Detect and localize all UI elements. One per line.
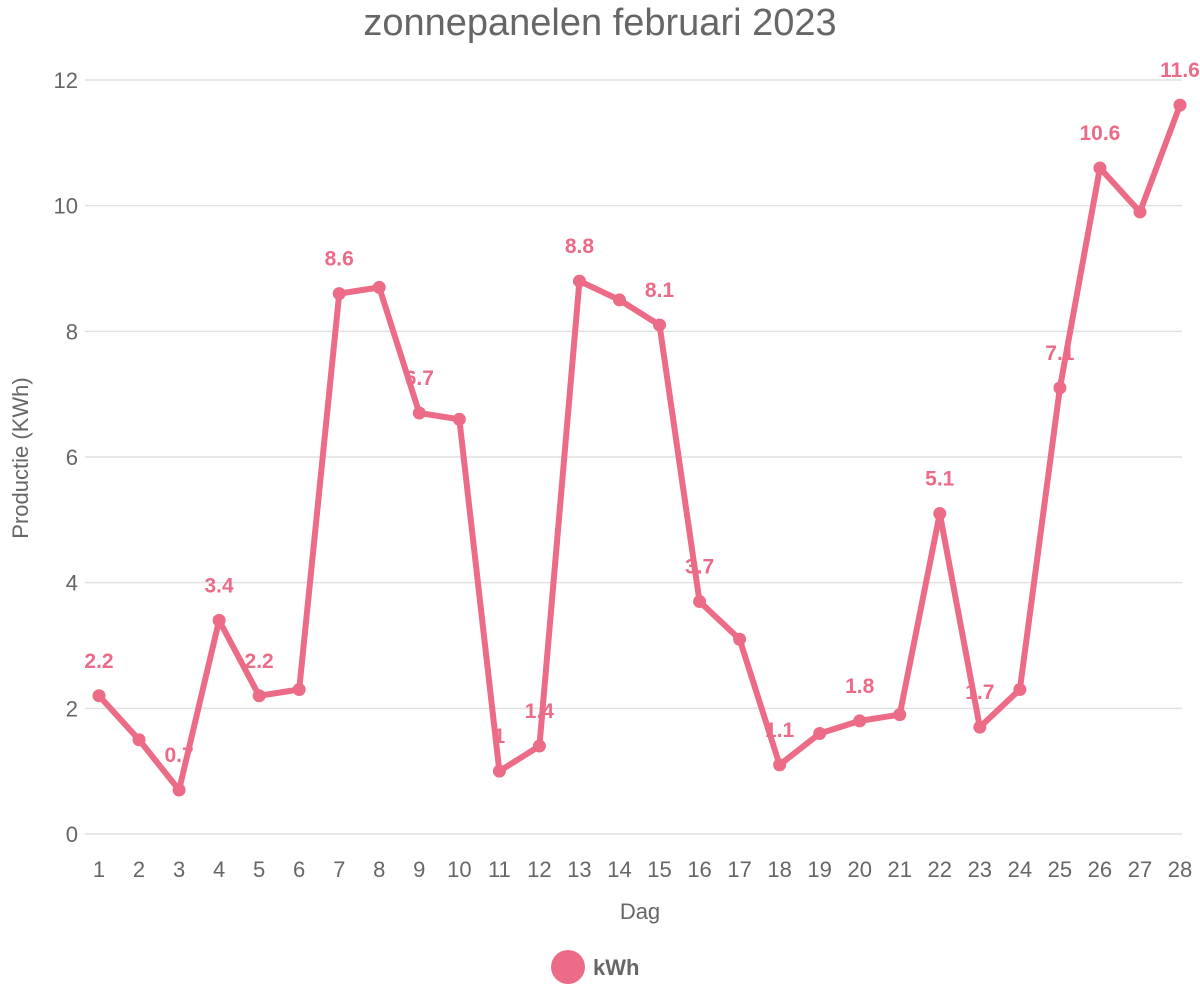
- x-tick-label: 19: [807, 857, 831, 882]
- data-point[interactable]: [252, 689, 266, 703]
- x-tick-label: 11: [488, 857, 511, 882]
- data-point[interactable]: [1133, 205, 1147, 219]
- x-tick-label: 21: [887, 857, 911, 882]
- x-tick-label: 3: [173, 857, 185, 882]
- x-tick-label: 2: [133, 857, 145, 882]
- data-point[interactable]: [532, 739, 546, 753]
- data-point[interactable]: [893, 708, 907, 722]
- data-point[interactable]: [412, 406, 426, 420]
- legend-label: kWh: [593, 955, 639, 980]
- data-label: 1: [494, 725, 506, 748]
- data-point[interactable]: [933, 507, 947, 521]
- series-line: [96, 102, 1183, 794]
- data-point[interactable]: [693, 595, 707, 609]
- chart-title: zonnepanelen februari 2023: [363, 2, 836, 44]
- x-tick-label: 6: [293, 857, 305, 882]
- data-point[interactable]: [452, 412, 466, 426]
- grid-lines: [85, 79, 1182, 835]
- x-tick-label: 12: [527, 857, 551, 882]
- data-point[interactable]: [1093, 161, 1107, 175]
- x-tick-label: 17: [727, 857, 751, 882]
- data-point[interactable]: [332, 287, 346, 301]
- x-tick-label: 24: [1008, 857, 1032, 882]
- x-tick-label: 28: [1168, 857, 1192, 882]
- x-tick-label: 15: [647, 857, 671, 882]
- x-tick-label: 26: [1088, 857, 1112, 882]
- data-label: 7.1: [1045, 342, 1075, 365]
- x-tick-label: 25: [1048, 857, 1072, 882]
- legend[interactable]: kWh: [551, 950, 639, 984]
- data-label: 2.2: [245, 650, 274, 673]
- x-tick-label: 27: [1128, 857, 1152, 882]
- data-point[interactable]: [612, 293, 626, 307]
- data-label: 8.6: [325, 248, 354, 271]
- x-tick-label: 8: [373, 857, 385, 882]
- legend-marker: [551, 950, 585, 984]
- data-point[interactable]: [492, 764, 506, 778]
- x-axis-title: Dag: [620, 899, 660, 924]
- data-point[interactable]: [292, 682, 306, 696]
- data-label: 0.7: [164, 744, 193, 767]
- data-point[interactable]: [733, 632, 747, 646]
- x-tick-label: 23: [968, 857, 992, 882]
- data-point[interactable]: [1013, 682, 1027, 696]
- y-tick-label: 0: [66, 822, 78, 847]
- data-label: 10.6: [1079, 122, 1120, 145]
- x-tick-label: 5: [253, 857, 265, 882]
- x-tick-label: 20: [847, 857, 871, 882]
- data-point[interactable]: [132, 733, 146, 747]
- data-point[interactable]: [92, 689, 106, 703]
- data-label: 6.7: [405, 367, 434, 390]
- y-axis-ticks: 0 2 4 6 8 10 12: [54, 68, 78, 847]
- data-label: 5.1: [925, 468, 955, 491]
- y-tick-label: 12: [54, 68, 78, 93]
- y-tick-label: 4: [66, 571, 78, 596]
- data-label: 11.6: [1160, 59, 1200, 82]
- data-label: 1.7: [965, 681, 994, 704]
- x-tick-label: 22: [928, 857, 952, 882]
- data-label: 8.1: [645, 279, 675, 302]
- data-point[interactable]: [572, 274, 586, 288]
- data-labels: 2.2 0.7 3.4 2.2 8.6 6.7 1 1.4 8.8 8.1 3.7 1.1 1.8 5.1…: [84, 59, 1199, 767]
- series-kwh: [92, 98, 1187, 797]
- data-point[interactable]: [1173, 98, 1187, 112]
- y-axis-title: Productie (KWh): [8, 377, 33, 538]
- data-label: 2.2: [84, 650, 113, 673]
- data-point[interactable]: [172, 783, 186, 797]
- x-tick-label: 13: [567, 857, 591, 882]
- x-tick-label: 16: [687, 857, 711, 882]
- data-label: 8.8: [565, 235, 595, 258]
- data-point[interactable]: [773, 758, 787, 772]
- x-tick-label: 7: [333, 857, 345, 882]
- y-tick-label: 8: [66, 319, 78, 344]
- data-point[interactable]: [973, 720, 987, 734]
- x-tick-label: 10: [447, 857, 471, 882]
- data-point[interactable]: [212, 613, 226, 627]
- x-tick-label: 14: [607, 857, 631, 882]
- x-tick-label: 18: [767, 857, 791, 882]
- data-label: 3.7: [685, 556, 714, 579]
- y-tick-label: 2: [66, 696, 78, 721]
- data-label: 3.4: [205, 574, 235, 597]
- x-axis-ticks: 1 2 3 4 5 6 7 8 9 10 11 12 13 14 15 16 17 18 19 20 21 22 23 24 2…: [93, 857, 1192, 882]
- x-tick-label: 9: [413, 857, 425, 882]
- data-label: 1.8: [845, 675, 875, 698]
- y-tick-label: 6: [66, 445, 78, 470]
- data-point[interactable]: [1053, 381, 1067, 395]
- data-point[interactable]: [653, 318, 667, 332]
- data-point[interactable]: [853, 714, 867, 728]
- data-label: 1.1: [765, 719, 795, 742]
- data-point[interactable]: [813, 726, 827, 740]
- x-tick-label: 1: [93, 857, 105, 882]
- x-tick-label: 4: [213, 857, 225, 882]
- data-label: 1.4: [525, 700, 555, 723]
- y-tick-label: 10: [54, 194, 78, 219]
- data-point[interactable]: [372, 280, 386, 294]
